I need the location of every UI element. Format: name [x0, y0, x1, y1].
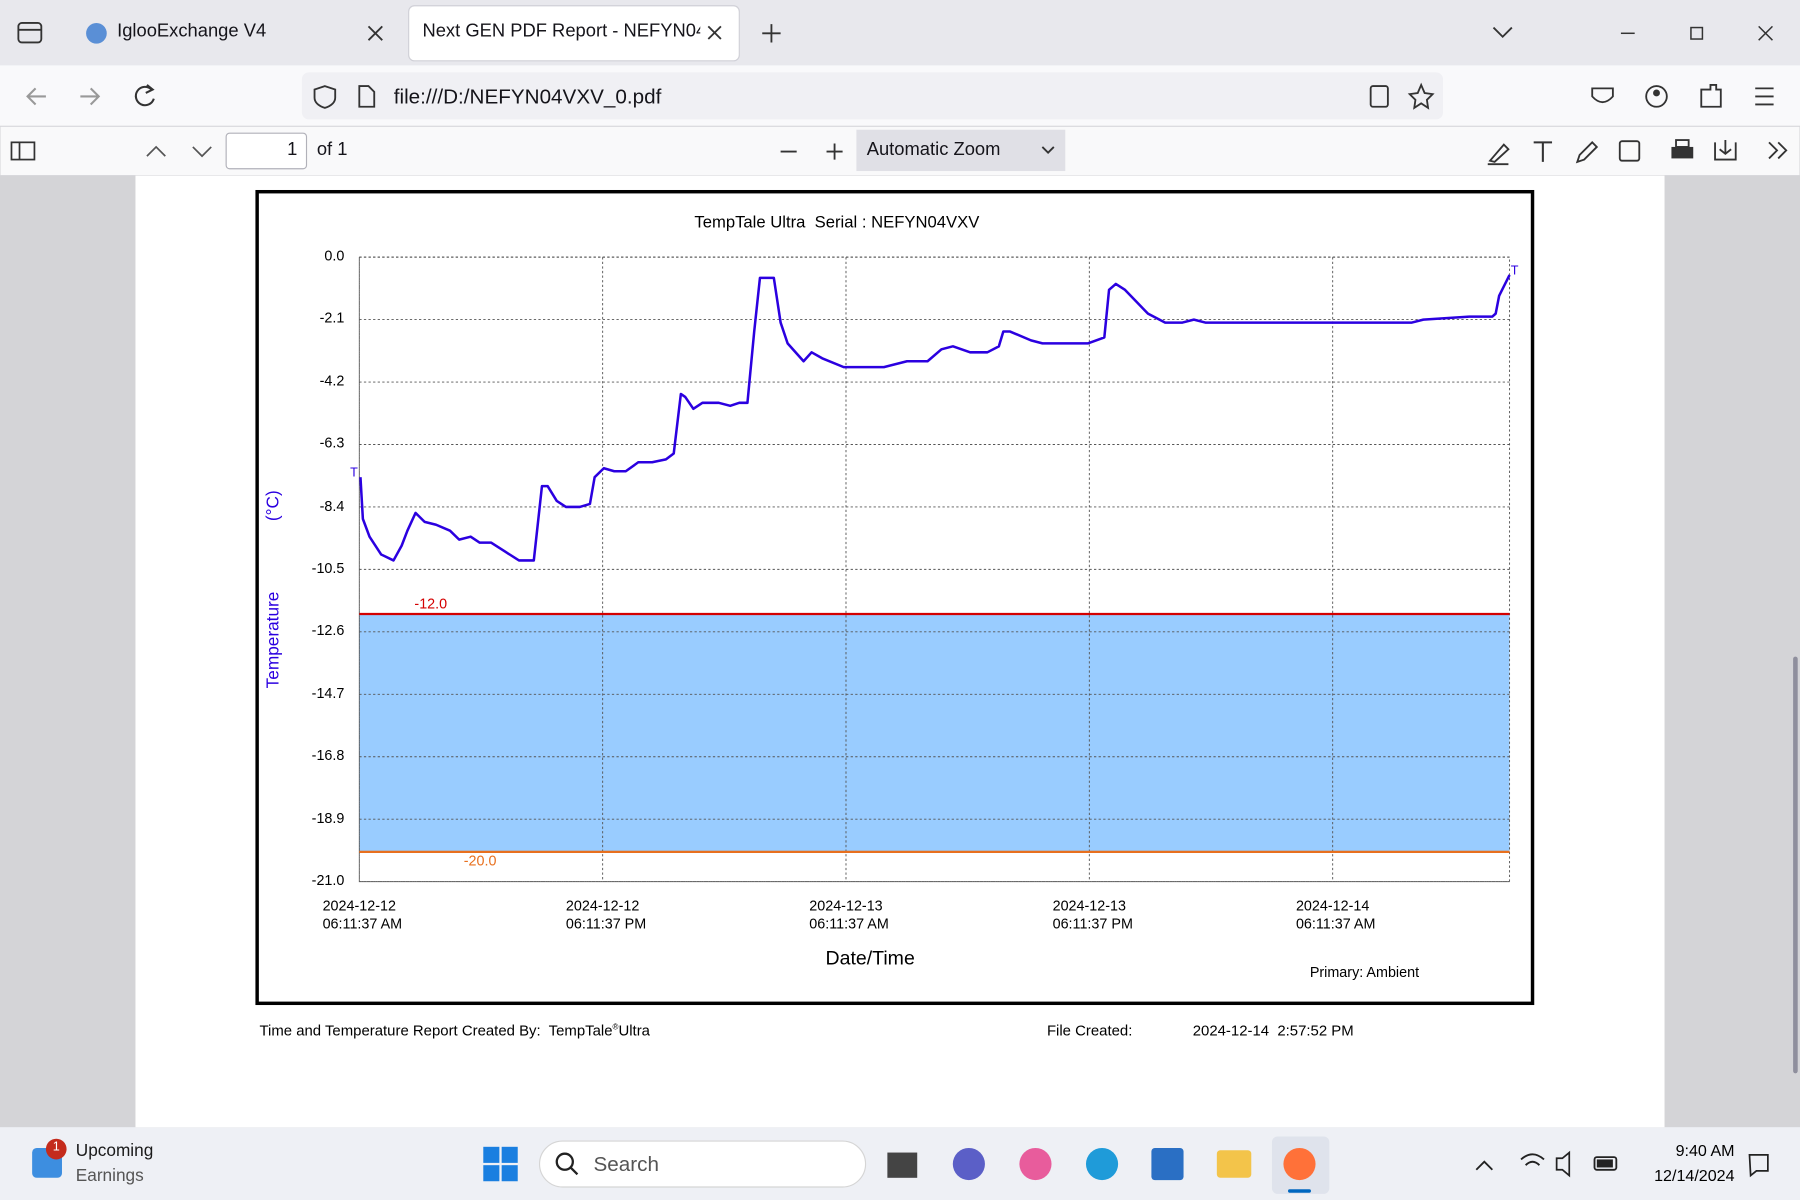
save[interactable] [1714, 140, 1737, 161]
chart-note: Primary: Ambient [1309, 964, 1420, 981]
reload[interactable] [134, 85, 155, 107]
file-explorer[interactable] [1216, 1150, 1252, 1178]
sidebar-toggle[interactable] [10, 141, 36, 161]
account[interactable] [1645, 85, 1668, 108]
page-input[interactable] [225, 132, 308, 170]
x-tick-label: 2024-12-13 06:11:37 PM [1052, 897, 1133, 932]
widget-subtitle[interactable]: Earnings [75, 1166, 144, 1186]
clock-date[interactable]: 12/14/2024 [1654, 1166, 1735, 1185]
y-axis-unit: (°C) [263, 490, 283, 522]
y-tick-label: -16.8 [311, 747, 345, 764]
y-tick-label: -10.5 [311, 560, 345, 577]
menu[interactable] [1755, 87, 1774, 106]
extensions[interactable] [1700, 84, 1722, 108]
trip-marker: T [1510, 263, 1519, 278]
tab-favicon [86, 22, 107, 44]
y-tick-label: -18.9 [311, 809, 345, 827]
zoom-select[interactable] [856, 129, 1066, 172]
y-tick-label: 0.0 [324, 247, 345, 265]
more-tools[interactable] [1768, 141, 1788, 160]
clock-time[interactable]: 9:40 AM [1675, 1141, 1735, 1160]
search-placeholder[interactable]: Search [593, 1152, 659, 1176]
search-box[interactable] [538, 1140, 867, 1188]
edge[interactable] [1085, 1147, 1119, 1181]
start-button[interactable] [483, 1146, 518, 1182]
plot-frame [358, 256, 1511, 883]
active-tab[interactable] [408, 5, 740, 62]
tab-close[interactable] [707, 25, 722, 40]
tab-title[interactable]: IglooExchange V4 [117, 21, 267, 42]
registered-mark: ® [612, 1023, 619, 1032]
bookmark-star[interactable] [1407, 82, 1435, 110]
reader-view[interactable] [1369, 85, 1389, 108]
limit-label: -20.0 [463, 853, 497, 870]
y-tick-label: -8.4 [319, 497, 345, 514]
footer-created-by: Time and Temperature Report Created By: … [259, 1022, 650, 1039]
limit-label: -12.0 [414, 595, 448, 612]
x-axis-label: Date/Time [825, 947, 915, 969]
y-tick-label: -2.1 [319, 310, 345, 327]
tab-strip [0, 0, 1800, 66]
y-axis-label: Temperature [263, 591, 283, 689]
print[interactable] [1671, 146, 1694, 159]
file-icon [358, 85, 376, 108]
limit-band [359, 613, 1510, 852]
tab-title[interactable]: Next GEN PDF Report - NEFYN04V [422, 21, 701, 42]
x-tick-label: 2024-12-12 06:11:37 AM [322, 897, 403, 932]
next-page[interactable] [192, 146, 212, 158]
x-tick-label: 2024-12-12 06:11:37 PM [565, 897, 647, 932]
back[interactable] [26, 87, 46, 106]
close-window[interactable] [1758, 25, 1773, 41]
y-tick-label: -21.0 [311, 872, 345, 889]
url-bar[interactable] [301, 72, 1443, 120]
tab-menu[interactable] [1492, 26, 1513, 39]
image-tool[interactable] [1618, 140, 1641, 162]
tray-chevron[interactable] [1475, 1160, 1493, 1171]
pocket[interactable] [1591, 87, 1614, 104]
chart-border [255, 189, 1535, 1006]
widget-title[interactable]: Upcoming [75, 1141, 154, 1161]
highlight-tool[interactable] [1487, 143, 1510, 166]
url-text[interactable]: file:///D:/NEFYN04VXV_0.pdf [393, 84, 662, 108]
scrollbar-thumb[interactable] [1793, 656, 1798, 1074]
zoom-label[interactable]: Automatic Zoom [866, 140, 1001, 160]
file-created-label: File Created: [1046, 1021, 1133, 1039]
x-tick-label: 2024-12-14 06:11:37 AM [1295, 897, 1376, 932]
teams[interactable] [952, 1147, 985, 1181]
y-tick-label: -14.7 [311, 685, 345, 702]
temperature-line [359, 274, 1511, 562]
store[interactable] [1151, 1147, 1184, 1181]
wifi[interactable] [1520, 1153, 1545, 1166]
y-tick-label: -6.3 [319, 435, 345, 452]
footer-product: Ultra [618, 1021, 650, 1039]
tab-list-icon[interactable] [17, 22, 43, 44]
new-tab[interactable] [762, 24, 781, 43]
file-created: 2024-12-14 2:57:52 PM [1192, 1021, 1354, 1039]
tab-close[interactable] [367, 25, 383, 41]
footer-created-by-text: Time and Temperature Report Created By: … [259, 1021, 613, 1039]
page-number[interactable]: 1 [287, 140, 298, 160]
copilot[interactable] [1019, 1147, 1052, 1181]
battery[interactable] [1593, 1156, 1618, 1171]
restore[interactable] [1690, 26, 1704, 40]
shield-icon[interactable] [313, 85, 337, 109]
task-view[interactable] [887, 1152, 918, 1178]
widget-badge: 1 [52, 1139, 60, 1154]
y-tick-label: -12.6 [311, 622, 345, 639]
page-count: of 1 [316, 140, 348, 160]
zoom-in[interactable] [826, 143, 843, 160]
chart-title: TempTale Ultra Serial : NEFYN04VXV [694, 213, 980, 232]
y-tick-label: -4.2 [319, 372, 345, 389]
text-tool[interactable] [1533, 141, 1553, 162]
volume[interactable] [1555, 1150, 1571, 1178]
prev-page[interactable] [146, 145, 166, 157]
trip-marker: T [350, 465, 358, 480]
notifications[interactable] [1748, 1153, 1769, 1178]
draw-tool[interactable] [1575, 141, 1599, 164]
forward[interactable] [80, 87, 101, 106]
x-tick-label: 2024-12-13 06:11:37 AM [809, 897, 889, 932]
